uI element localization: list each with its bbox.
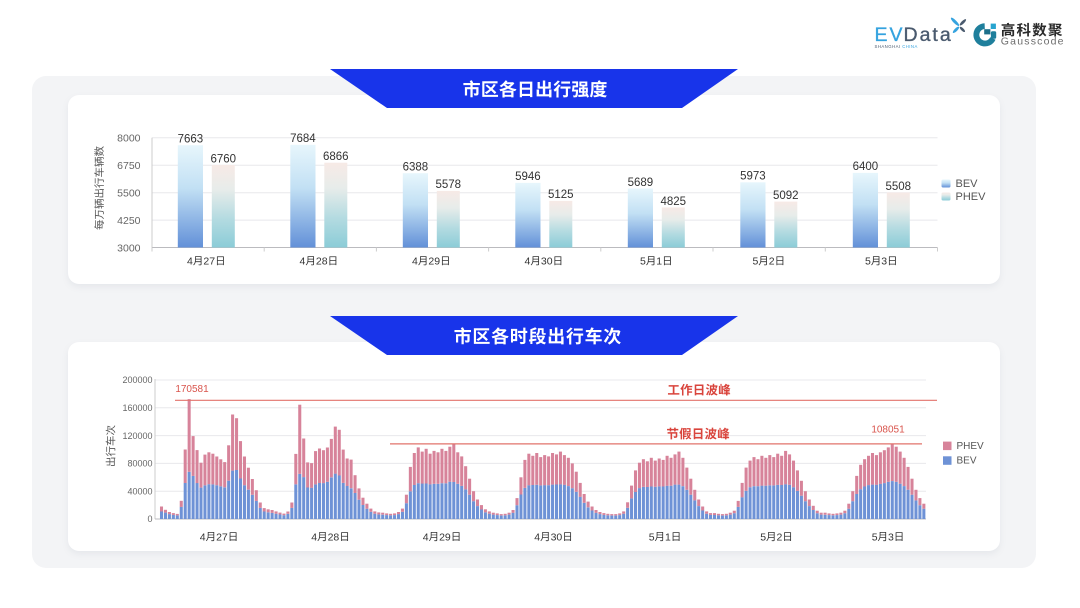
svg-text:1: 1: [665, 531, 671, 543]
svg-text:2: 2: [769, 256, 775, 268]
svg-text:5: 5: [649, 531, 655, 543]
svg-text:8000: 8000: [117, 133, 141, 145]
svg-text:27: 27: [203, 256, 215, 268]
svg-text:4: 4: [534, 531, 540, 543]
svg-text:EV: EV: [875, 24, 905, 46]
svg-text:4: 4: [187, 256, 193, 268]
svg-text:80000: 80000: [127, 459, 152, 469]
svg-text:4825: 4825: [661, 196, 687, 208]
svg-text:3: 3: [888, 531, 894, 543]
svg-text:5: 5: [865, 256, 871, 268]
svg-text:5689: 5689: [628, 177, 654, 189]
svg-text:120000: 120000: [122, 431, 152, 441]
svg-text:4: 4: [311, 531, 317, 543]
svg-text:4: 4: [200, 531, 206, 543]
svg-text:5125: 5125: [548, 189, 574, 201]
svg-text:6400: 6400: [853, 161, 879, 173]
svg-text:28: 28: [328, 531, 340, 543]
svg-text:6388: 6388: [403, 162, 429, 174]
svg-text:5946: 5946: [515, 171, 541, 183]
svg-text:6760: 6760: [211, 153, 237, 165]
svg-text:5092: 5092: [773, 190, 799, 202]
svg-text:BEV: BEV: [957, 456, 977, 467]
svg-text:30: 30: [541, 256, 553, 268]
svg-text:5: 5: [760, 531, 766, 543]
svg-text:PHEV: PHEV: [957, 441, 985, 452]
svg-text:SHANGHAI CHINA: SHANGHAI CHINA: [875, 44, 918, 49]
svg-text:3000: 3000: [117, 242, 141, 254]
svg-text:40000: 40000: [127, 486, 152, 496]
svg-text:27: 27: [216, 531, 228, 543]
svg-text:29: 29: [439, 531, 451, 543]
svg-text:5973: 5973: [740, 171, 766, 183]
svg-text:5508: 5508: [886, 181, 912, 193]
svg-text:0: 0: [147, 514, 152, 524]
svg-text:5: 5: [872, 531, 878, 543]
svg-text:4: 4: [300, 256, 306, 268]
svg-text:160000: 160000: [122, 403, 152, 413]
svg-text:3: 3: [881, 256, 887, 268]
svg-text:29: 29: [428, 256, 440, 268]
svg-text:1: 1: [656, 256, 662, 268]
svg-text:5: 5: [753, 256, 759, 268]
svg-text:4250: 4250: [117, 215, 141, 227]
svg-text:7684: 7684: [290, 133, 316, 145]
svg-text:6750: 6750: [117, 160, 141, 172]
svg-text:5500: 5500: [117, 188, 141, 200]
svg-text:170581: 170581: [175, 384, 209, 395]
svg-text:108051: 108051: [871, 424, 905, 435]
svg-text:4: 4: [423, 531, 429, 543]
svg-text:4: 4: [525, 256, 531, 268]
svg-text:PHEV: PHEV: [956, 191, 987, 203]
svg-text:28: 28: [316, 256, 328, 268]
svg-text:30: 30: [551, 531, 563, 543]
svg-text:6866: 6866: [323, 151, 349, 163]
svg-text:200000: 200000: [122, 375, 152, 385]
svg-text:Data: Data: [904, 24, 953, 46]
svg-text:Gausscode: Gausscode: [1001, 36, 1065, 48]
svg-text:5: 5: [640, 256, 646, 268]
svg-text:4: 4: [412, 256, 418, 268]
svg-text:BEV: BEV: [956, 178, 979, 190]
svg-text:7663: 7663: [178, 134, 204, 146]
svg-text:5578: 5578: [436, 179, 462, 191]
svg-text:2: 2: [777, 531, 783, 543]
